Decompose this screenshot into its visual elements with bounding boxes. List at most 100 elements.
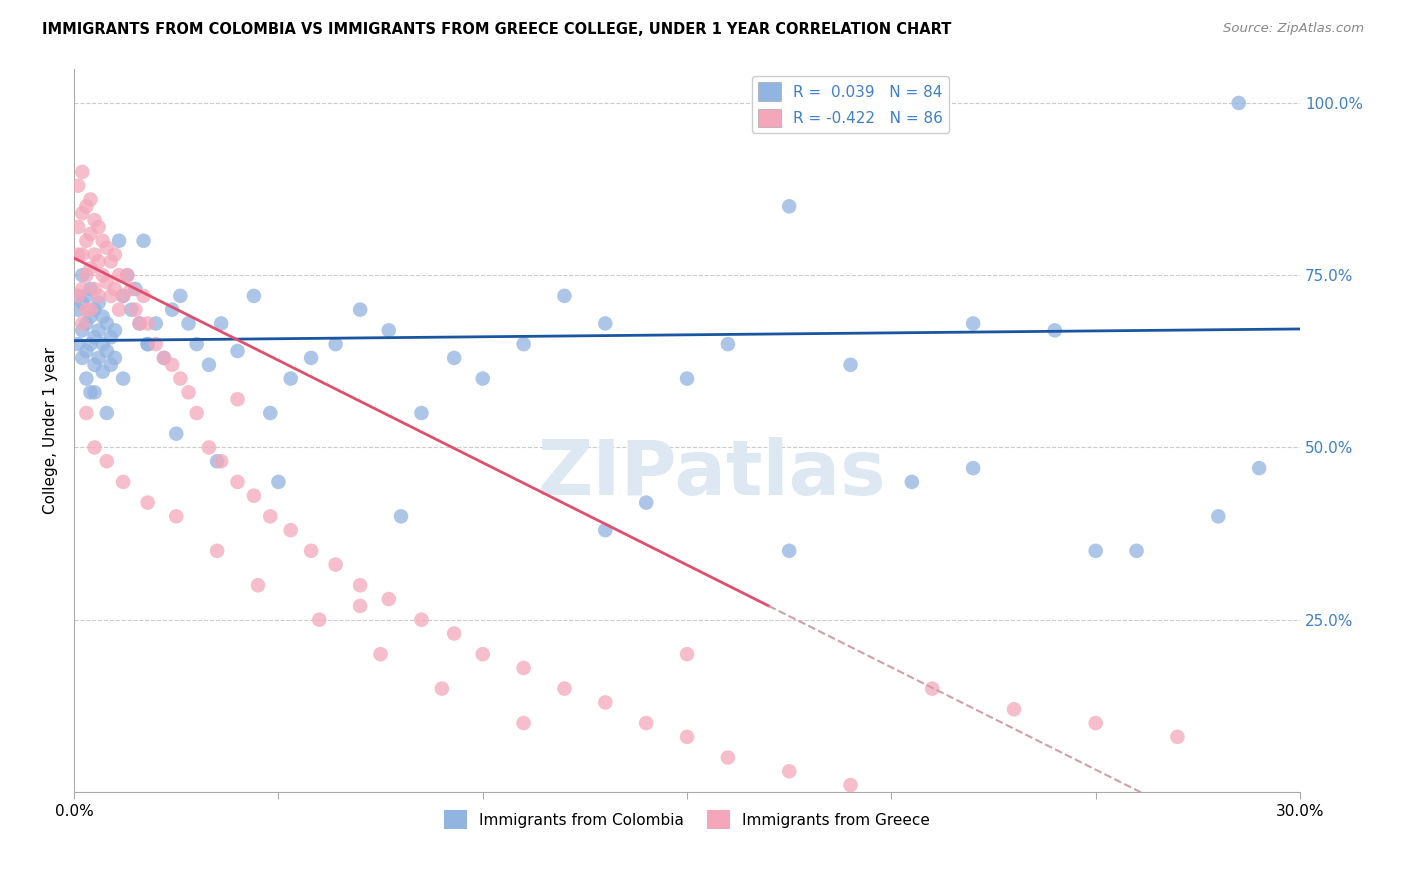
- Point: [75, 406, 97, 420]
- Point: [83, 330, 105, 344]
- Point: [471, 647, 494, 661]
- Point: [136, 337, 159, 351]
- Point: [124, 282, 146, 296]
- Point: [1125, 544, 1147, 558]
- Point: [72, 317, 94, 331]
- Point: [259, 406, 281, 420]
- Point: [430, 681, 453, 696]
- Point: [1043, 323, 1066, 337]
- Point: [67, 337, 90, 351]
- Point: [169, 289, 191, 303]
- Point: [299, 544, 322, 558]
- Point: [377, 592, 399, 607]
- Point: [128, 317, 150, 331]
- Point: [87, 351, 110, 365]
- Point: [75, 371, 97, 385]
- Point: [145, 317, 167, 331]
- Point: [75, 302, 97, 317]
- Point: [962, 317, 984, 331]
- Point: [112, 371, 135, 385]
- Point: [243, 489, 266, 503]
- Point: [132, 289, 155, 303]
- Point: [280, 523, 302, 537]
- Point: [87, 295, 110, 310]
- Point: [112, 289, 135, 303]
- Point: [636, 495, 658, 509]
- Point: [198, 441, 221, 455]
- Point: [96, 344, 118, 359]
- Point: [104, 282, 127, 296]
- Point: [91, 268, 114, 283]
- Point: [325, 558, 347, 572]
- Point: [778, 764, 800, 779]
- Point: [132, 234, 155, 248]
- Point: [79, 302, 101, 317]
- Point: [108, 268, 131, 283]
- Point: [1002, 702, 1025, 716]
- Point: [87, 289, 110, 303]
- Point: [411, 406, 433, 420]
- Point: [717, 337, 740, 351]
- Point: [79, 282, 101, 296]
- Point: [160, 302, 183, 317]
- Point: [96, 317, 118, 331]
- Point: [75, 289, 97, 303]
- Point: [778, 544, 800, 558]
- Point: [91, 365, 114, 379]
- Point: [377, 323, 399, 337]
- Point: [443, 351, 465, 365]
- Point: [226, 392, 249, 407]
- Point: [72, 206, 94, 220]
- Point: [389, 509, 412, 524]
- Point: [67, 289, 90, 303]
- Point: [595, 695, 617, 709]
- Point: [1206, 509, 1229, 524]
- Point: [104, 323, 127, 337]
- Point: [160, 358, 183, 372]
- Point: [100, 289, 122, 303]
- Point: [778, 199, 800, 213]
- Point: [72, 247, 94, 261]
- Point: [79, 337, 101, 351]
- Point: [186, 406, 208, 420]
- Point: [87, 254, 110, 268]
- Point: [67, 302, 90, 317]
- Point: [87, 219, 110, 234]
- Point: [595, 523, 617, 537]
- Point: [67, 289, 90, 303]
- Point: [299, 351, 322, 365]
- Point: [349, 599, 371, 613]
- Point: [96, 275, 118, 289]
- Point: [72, 351, 94, 365]
- Point: [308, 613, 330, 627]
- Point: [512, 337, 534, 351]
- Point: [72, 295, 94, 310]
- Point: [145, 337, 167, 351]
- Point: [112, 289, 135, 303]
- Point: [91, 234, 114, 248]
- Point: [636, 716, 658, 731]
- Point: [75, 344, 97, 359]
- Legend: Immigrants from Colombia, Immigrants from Greece: Immigrants from Colombia, Immigrants fro…: [439, 804, 936, 835]
- Point: [136, 337, 159, 351]
- Point: [1249, 461, 1271, 475]
- Point: [325, 337, 347, 351]
- Point: [267, 475, 290, 489]
- Point: [471, 371, 494, 385]
- Point: [91, 337, 114, 351]
- Point: [259, 509, 281, 524]
- Point: [205, 544, 228, 558]
- Point: [243, 289, 266, 303]
- Point: [169, 371, 191, 385]
- Point: [67, 247, 90, 261]
- Point: [198, 358, 221, 372]
- Point: [512, 661, 534, 675]
- Point: [962, 461, 984, 475]
- Point: [79, 310, 101, 324]
- Point: [839, 358, 862, 372]
- Point: [1084, 544, 1107, 558]
- Point: [83, 385, 105, 400]
- Point: [177, 317, 200, 331]
- Point: [75, 317, 97, 331]
- Point: [72, 282, 94, 296]
